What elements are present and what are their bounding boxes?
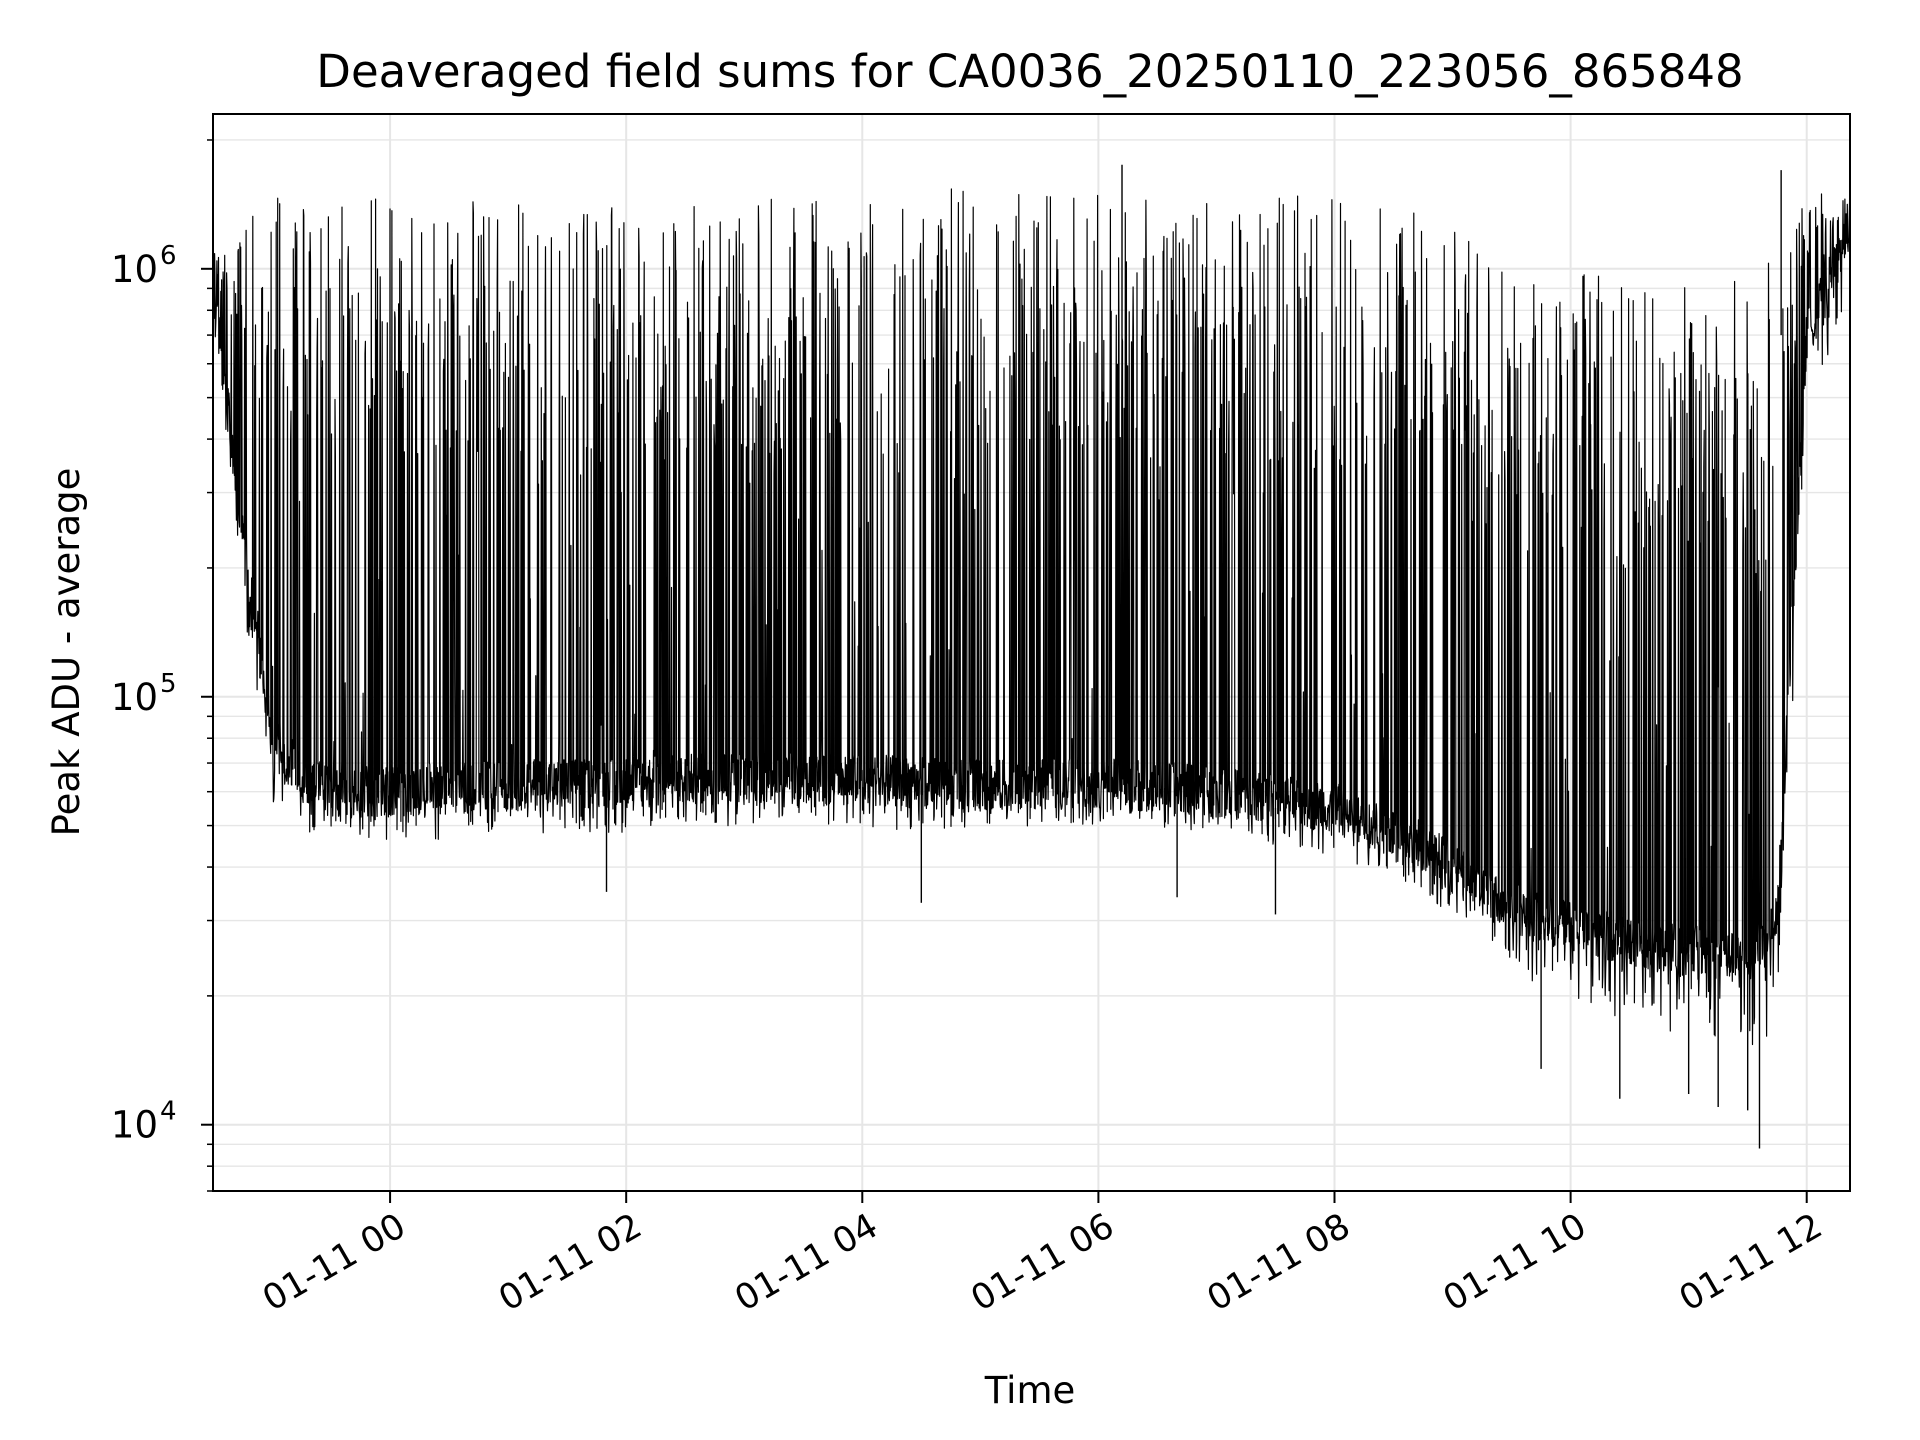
y-tick-exponent-1: 5 [160,669,177,699]
y-tick-exponent-0: 4 [160,1097,177,1127]
y-tick-label-0: 10 [111,1104,158,1147]
series-line [212,164,1851,1149]
plot-frame [212,113,1851,1192]
chart-title: Deaveraged field sums for CA0036_2025011… [316,45,1743,98]
y-tick-label-2: 10 [111,248,158,291]
y-axis-label: Peak ADU - average [45,468,88,837]
y-tick-exponent-2: 6 [160,241,177,271]
y-tick-label-1: 10 [111,676,158,719]
x-axis-label: Time [984,1369,1076,1412]
series-trace [212,188,1851,1046]
